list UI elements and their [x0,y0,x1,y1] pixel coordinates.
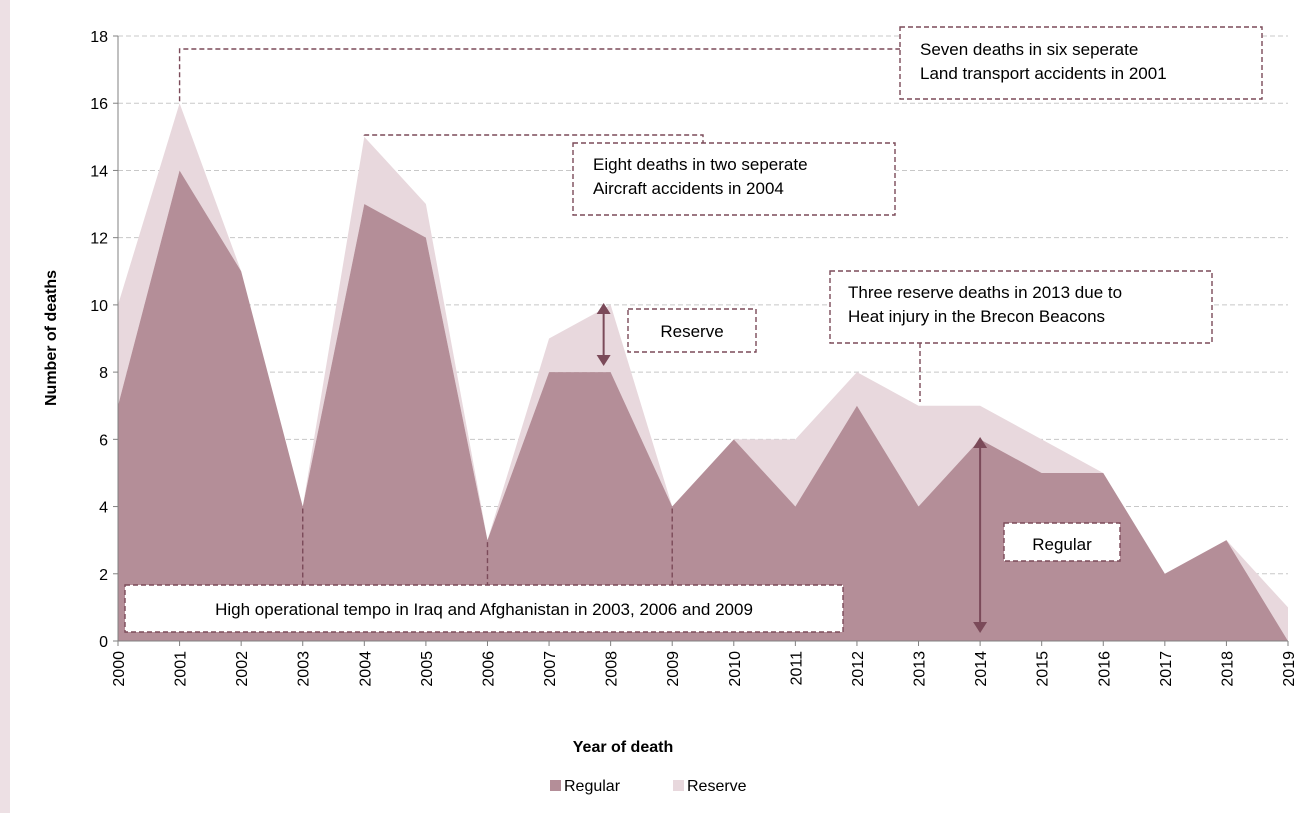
regular-arrow-head-top [973,437,988,448]
x-tick-label: 2000 [111,651,128,687]
legend-swatch-regular [550,780,561,791]
x-tick-label: 2012 [850,651,867,687]
annotation-text-heat: Heat injury in the Brecon Beacons [848,307,1105,326]
x-tick-label: 2004 [357,651,374,687]
annotation-box-land [899,26,1263,100]
y-tick-label: 2 [99,567,108,584]
y-tick-label: 0 [99,634,108,651]
y-tick-label: 8 [99,365,108,382]
axes: 0 2 4 6 8 10 12 14 16 18 2000 2001 2002 2003 2004 2005 2… [90,29,1298,687]
x-tick-label: 2017 [1158,651,1175,687]
x-tick-label: 2018 [1219,651,1236,687]
callout-leader-land [178,48,900,102]
series-area-regular [118,170,1288,641]
annotation-text-land: Land transport accidents in 2001 [920,64,1167,83]
chart-frame: 0 2 4 6 8 10 12 14 16 18 2000 2001 2002 2003 2004 2005 2… [10,0,1313,813]
y-tick-label: 16 [90,96,108,113]
x-tick-label: 2015 [1035,651,1052,687]
x-tick-label: 2011 [788,651,805,686]
area-chart: 0 2 4 6 8 10 12 14 16 18 2000 2001 2002 2003 2004 2005 2… [43,26,1298,795]
legend-swatch-reserve [673,780,684,791]
legend-label-regular: Regular [564,778,621,795]
y-tick-label: 18 [90,29,108,46]
x-tick-label: 2003 [296,651,313,687]
annotation-box-tempo [124,584,844,633]
annotation-text-aircraft: Eight deaths in two seperate [593,155,808,174]
reserve-arrow-head-bottom [596,355,611,366]
annotation-text-reserve: Reserve [660,322,723,341]
annotation-box-reserve [627,308,757,353]
annotation-box-heat [829,270,1213,344]
y-tick-label: 6 [99,432,108,449]
annotation-box-regular [1003,522,1121,562]
x-tick-label: 2001 [173,651,190,687]
y-tick-label: 4 [99,500,108,517]
x-tick-label: 2013 [912,651,929,687]
annotation-text-tempo: High operational tempo in Iraq and Afgha… [215,600,753,619]
x-tick-label: 2010 [727,651,744,687]
y-axis-title: Number of deaths [43,270,60,406]
x-tick-label: 2002 [234,651,251,687]
reserve-arrow-head-top [596,303,611,314]
legend-label-reserve: Reserve [687,778,747,795]
x-tick-label: 2016 [1096,651,1113,687]
x-tick-label: 2009 [665,651,682,687]
y-tick-label: 14 [90,163,108,180]
regular-arrow-head-bottom [973,622,988,633]
x-axis-title: Year of death [573,739,673,756]
x-tick-label: 2005 [419,651,436,687]
legend: Regular Reserve [550,778,747,795]
annotation-box-aircraft [572,142,896,216]
annotation-text-regular: Regular [1032,535,1092,554]
annotations: Seven deaths in six seperate Land transpo… [124,26,1263,633]
x-tick-label: 2019 [1281,651,1298,687]
x-tick-label: 2008 [604,651,621,687]
x-tick-label: 2014 [973,651,990,687]
annotation-text-aircraft: Aircraft accidents in 2004 [593,179,784,198]
x-tick-label: 2007 [542,651,559,687]
annotation-text-land: Seven deaths in six seperate [920,40,1138,59]
callout-leader-aircraft [363,134,704,143]
x-tick-label: 2006 [480,651,497,687]
y-tick-label: 10 [90,298,108,315]
area-series [118,103,1288,641]
y-tick-label: 12 [90,231,108,248]
annotation-text-heat: Three reserve deaths in 2013 due to [848,283,1122,302]
